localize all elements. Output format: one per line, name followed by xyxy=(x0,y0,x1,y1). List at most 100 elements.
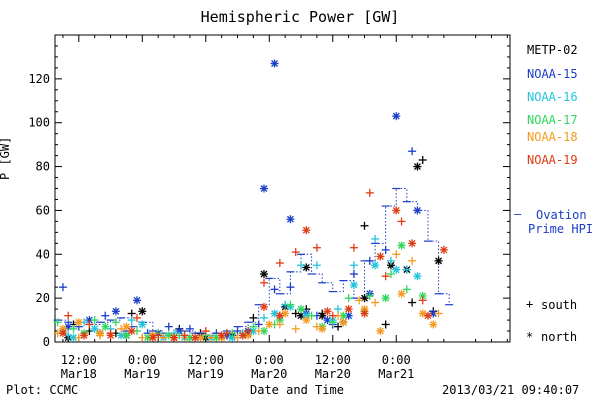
legend-noaa-19: NOAA-19 xyxy=(527,153,578,167)
x-tick-label-date: Mar19 xyxy=(188,367,224,381)
noaa-18-north-point xyxy=(265,320,274,329)
noaa-19-north-point xyxy=(148,333,157,342)
noaa-19-south-point xyxy=(291,248,300,257)
noaa-15-south-point xyxy=(270,285,279,294)
metp-02-north-point xyxy=(259,270,268,279)
y-tick-label: 20 xyxy=(36,291,50,305)
noaa-19-south-point xyxy=(312,243,321,252)
noaa-19-south-point xyxy=(275,259,284,268)
noaa-19-north-point xyxy=(360,309,369,318)
x-tick-label-time: 12:00 xyxy=(188,353,224,367)
noaa-18-north-point xyxy=(429,320,438,329)
legend-metp-02: METP-02 xyxy=(527,43,578,57)
noaa-18-south-point xyxy=(275,320,284,329)
noaa-19-north-point xyxy=(302,226,311,235)
noaa-18-north-point xyxy=(95,329,104,338)
noaa-16-south-point xyxy=(312,261,321,270)
noaa-17-north-point xyxy=(397,241,406,250)
footer-x-axis-title: Date and Time xyxy=(250,383,344,397)
metp-02-south-point xyxy=(334,322,343,331)
y-tick-label: 40 xyxy=(36,247,50,261)
noaa-19-north-point xyxy=(191,333,200,342)
noaa-16-north-point xyxy=(90,324,99,333)
noaa-15-south-point xyxy=(101,311,110,320)
noaa-17-south-point xyxy=(402,285,411,294)
x-tick-label-date: Mar20 xyxy=(315,367,351,381)
legend-north-symbol: * xyxy=(526,330,534,344)
noaa-19-south-point xyxy=(85,320,94,329)
noaa-19-north-point xyxy=(344,305,353,314)
noaa-16-south-point xyxy=(259,313,268,322)
metp-02-north-point xyxy=(434,256,443,265)
footer-plot-credit: Plot: CCMC xyxy=(6,383,79,397)
noaa-19-north-point xyxy=(58,329,67,338)
metp-02-north-point xyxy=(413,162,422,171)
noaa-16-north-point xyxy=(349,280,358,289)
metp-02-south-point xyxy=(408,298,417,307)
noaa-18-north-point xyxy=(74,318,83,327)
chart-title: Hemispheric Power [GW] xyxy=(200,8,400,26)
noaa-15-north-point xyxy=(270,59,279,68)
noaa-18-south-point xyxy=(159,333,168,342)
noaa-19-north-point xyxy=(170,333,179,342)
metp-02-south-point xyxy=(418,155,427,164)
noaa-19-north-point xyxy=(127,327,136,336)
legend-south-label: south xyxy=(541,298,578,312)
noaa-19-north-point xyxy=(80,331,89,340)
legend-noaa-16: NOAA-16 xyxy=(527,90,578,104)
noaa-19-north-point xyxy=(323,307,332,316)
noaa-16-south-point xyxy=(349,261,358,270)
noaa-18-south-point xyxy=(254,327,263,336)
noaa-19-north-point xyxy=(259,302,268,311)
axes-layer: 02040608010012012:00Mar180:00Mar1912:00M… xyxy=(28,34,511,381)
noaa-19-south-point xyxy=(418,296,427,305)
y-tick-label: 0 xyxy=(43,335,50,349)
legend-south-symbol: + xyxy=(526,297,534,311)
noaa-18-south-point xyxy=(355,296,364,305)
noaa-19-north-point xyxy=(439,245,448,254)
noaa-15-north-point xyxy=(392,112,401,121)
noaa-16-south-point xyxy=(371,234,380,243)
plot-frame xyxy=(54,34,511,343)
x-tick-label-time: 0:00 xyxy=(128,353,157,367)
noaa-17-south-point xyxy=(90,316,99,325)
noaa-18-south-point xyxy=(392,250,401,259)
noaa-15-south-point xyxy=(365,256,374,265)
noaa-19-north-point xyxy=(275,311,284,320)
noaa-17-south-point xyxy=(307,311,316,320)
noaa-18-north-point xyxy=(397,289,406,298)
noaa-17-north-point xyxy=(297,305,306,314)
noaa-19-south-point xyxy=(381,272,390,281)
legend-noaa-15: NOAA-15 xyxy=(527,67,578,81)
noaa-16-north-point xyxy=(392,265,401,274)
legend-noaa-17: NOAA-17 xyxy=(527,113,578,127)
noaa-19-north-point xyxy=(376,252,385,261)
x-tick-label-date: Mar18 xyxy=(61,367,97,381)
noaa-18-north-point xyxy=(339,318,348,327)
noaa-19-south-point xyxy=(397,217,406,226)
noaa-16-south-point xyxy=(402,265,411,274)
noaa-19-north-point xyxy=(408,239,417,248)
y-axis-label: P [GW] xyxy=(0,136,12,180)
noaa-16-north-point xyxy=(138,320,147,329)
noaa-15-south-point xyxy=(349,270,358,279)
noaa-18-south-point xyxy=(434,309,443,318)
noaa-18-north-point xyxy=(318,324,327,333)
noaa-19-south-point xyxy=(365,188,374,197)
noaa-17-south-point xyxy=(286,300,295,309)
noaa-19-south-point xyxy=(328,311,337,320)
noaa-15-south-point xyxy=(381,245,390,254)
x-tick-label-time: 12:00 xyxy=(315,353,351,367)
noaa-18-south-point xyxy=(371,298,380,307)
metp-02-south-point xyxy=(249,313,258,322)
noaa-19-south-point xyxy=(64,311,73,320)
x-tick-label-date: Mar21 xyxy=(378,367,414,381)
noaa-17-north-point xyxy=(381,294,390,303)
x-tick-label-time: 0:00 xyxy=(255,353,284,367)
noaa-16-north-point xyxy=(228,333,237,342)
y-tick-label: 120 xyxy=(28,72,50,86)
noaa-18-south-point xyxy=(207,333,216,342)
noaa-17-south-point xyxy=(365,291,374,300)
legend-north-label: north xyxy=(541,330,578,344)
